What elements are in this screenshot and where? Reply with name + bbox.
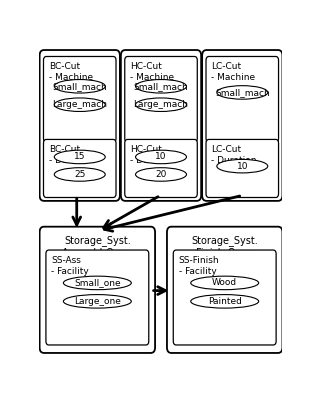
Text: Large_mach: Large_mach [134, 100, 188, 109]
Ellipse shape [217, 160, 268, 173]
Text: BC-Cut-Oper.: BC-Cut-Oper. [48, 58, 111, 68]
Text: Small_one: Small_one [74, 279, 121, 287]
Text: Storage_Syst.
Finish-Oper.: Storage_Syst. Finish-Oper. [191, 235, 258, 258]
Text: Large_one: Large_one [74, 297, 121, 306]
FancyBboxPatch shape [40, 50, 120, 201]
Ellipse shape [136, 150, 187, 164]
FancyBboxPatch shape [173, 250, 276, 345]
FancyBboxPatch shape [125, 139, 197, 198]
Text: BC-Cut
- Duration: BC-Cut - Duration [49, 145, 94, 165]
Ellipse shape [136, 168, 187, 181]
FancyBboxPatch shape [202, 50, 282, 201]
Text: Storage_Syst.
Assembl-Oper.: Storage_Syst. Assembl-Oper. [62, 235, 133, 258]
Ellipse shape [217, 86, 268, 99]
Text: LC-Cut-Oper.: LC-Cut-Oper. [211, 58, 274, 68]
Ellipse shape [136, 79, 187, 93]
Ellipse shape [191, 276, 259, 290]
Text: Small_mach: Small_mach [52, 82, 107, 91]
Text: LC-Cut
- Duration: LC-Cut - Duration [211, 145, 257, 165]
FancyBboxPatch shape [167, 227, 282, 353]
FancyBboxPatch shape [44, 57, 116, 142]
FancyBboxPatch shape [44, 139, 116, 198]
FancyBboxPatch shape [46, 250, 149, 345]
Text: SS-Finish
- Facility: SS-Finish - Facility [179, 256, 219, 276]
Ellipse shape [136, 98, 187, 111]
Text: HC-Cut-Oper.: HC-Cut-Oper. [129, 58, 193, 68]
Text: 20: 20 [155, 170, 167, 179]
Text: 25: 25 [74, 170, 85, 179]
Text: Wood: Wood [212, 279, 237, 287]
Ellipse shape [63, 294, 131, 308]
Text: 10: 10 [237, 162, 248, 171]
Text: HC-Cut
- Duration: HC-Cut - Duration [130, 145, 176, 165]
Ellipse shape [191, 294, 259, 308]
FancyBboxPatch shape [125, 57, 197, 142]
Text: LC-Cut
- Machine: LC-Cut - Machine [211, 62, 255, 82]
Text: BC-Cut
- Machine: BC-Cut - Machine [49, 62, 93, 82]
Text: Painted: Painted [208, 297, 242, 306]
Text: Small_mach: Small_mach [215, 88, 270, 97]
Text: Large_mach: Large_mach [52, 100, 107, 109]
Text: HC-Cut
- Machine: HC-Cut - Machine [130, 62, 174, 82]
Ellipse shape [54, 98, 105, 111]
FancyBboxPatch shape [121, 50, 201, 201]
Text: 15: 15 [74, 152, 85, 162]
Text: 10: 10 [155, 152, 167, 162]
Ellipse shape [63, 276, 131, 290]
Text: Small_mach: Small_mach [134, 82, 188, 91]
Ellipse shape [54, 79, 105, 93]
FancyBboxPatch shape [206, 139, 279, 198]
FancyBboxPatch shape [40, 227, 155, 353]
Text: SS-Ass
- Facility: SS-Ass - Facility [51, 256, 89, 276]
FancyBboxPatch shape [206, 57, 279, 142]
Ellipse shape [54, 168, 105, 181]
Ellipse shape [54, 150, 105, 164]
